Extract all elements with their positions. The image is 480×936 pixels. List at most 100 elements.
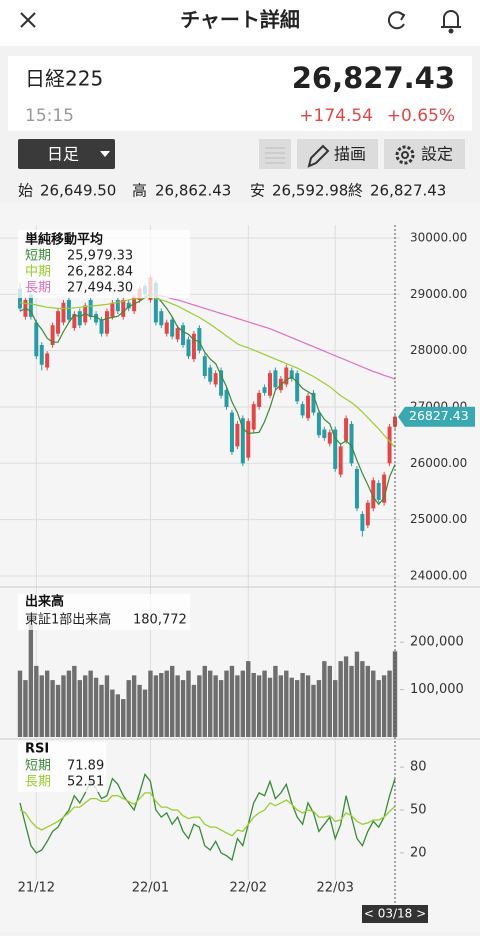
draw-button[interactable] (297, 139, 378, 169)
legend-value: 26,282.84 (67, 265, 133, 280)
volume-bar (376, 680, 381, 737)
settings-label: 設定 (421, 145, 453, 164)
volume-bar (50, 680, 55, 737)
candle-body (387, 426, 392, 464)
candle-body (338, 446, 343, 475)
volume-bar (110, 689, 115, 737)
period-button[interactable] (18, 139, 115, 169)
page-title: チャート詳細 (180, 8, 300, 32)
volume-bar (159, 672, 164, 737)
candle-body (99, 319, 104, 334)
refresh-button[interactable] (387, 11, 406, 30)
candle-body (39, 345, 44, 365)
price: 26,827.43 (292, 61, 455, 95)
y-tick-label: 100,000 (410, 682, 464, 697)
candle-body (273, 370, 278, 388)
price-tag-label: 26827.43 (409, 408, 469, 423)
y-tick-label: 20 (410, 845, 427, 860)
volume-bar (34, 665, 39, 737)
candle-body (257, 392, 262, 407)
volume-bar (39, 675, 44, 737)
candle-body (197, 328, 202, 351)
candle-body (66, 299, 71, 320)
settings-button[interactable] (384, 139, 465, 169)
candle-body (316, 412, 321, 436)
volume-bar (186, 670, 191, 737)
list-button[interactable] (259, 139, 291, 169)
volume-bar (371, 670, 376, 737)
volume-bar (137, 684, 142, 737)
moving-average-line (19, 292, 396, 506)
volume-bar (311, 684, 316, 737)
volume-bar (294, 680, 300, 737)
quote-card (8, 56, 472, 131)
candle-body (295, 373, 300, 402)
volume-bar (381, 675, 387, 737)
y-tick-label: 24000.00 (410, 568, 467, 582)
volume-bar (224, 670, 229, 737)
candle-body (175, 328, 180, 340)
volume-bar (23, 680, 28, 737)
legend-title: RSI (25, 742, 49, 757)
legend-value: 52.51 (67, 775, 104, 790)
candle-body (170, 319, 175, 337)
volume-bar (142, 689, 148, 737)
volume-bar (153, 675, 159, 737)
candle-body (56, 311, 61, 334)
candle-body (186, 339, 191, 357)
volume-bar (256, 675, 262, 737)
candle-body (333, 429, 338, 469)
draw-label: 描画 (334, 145, 366, 164)
candle-body (34, 322, 39, 357)
candle-body (235, 423, 240, 447)
y-tick-label: 25000.00 (410, 512, 467, 526)
candle-body (88, 299, 93, 317)
volume-bar (164, 670, 169, 737)
app-bar (0, 0, 480, 46)
legend-box (18, 594, 190, 630)
volume-bar (273, 665, 278, 737)
candle-body (240, 418, 245, 464)
candle-body (246, 421, 251, 458)
candle-body (382, 474, 387, 503)
period-label: 日足 (47, 145, 79, 164)
ohlc-value: 26,862.43 (155, 182, 231, 200)
volume-bar (229, 665, 235, 737)
legend-title: 出来高 (25, 594, 64, 610)
legend-value: 25,979.33 (67, 249, 133, 264)
volume-bar (169, 665, 175, 737)
ohlc-value: 26,649.50 (40, 182, 116, 200)
candle-body (104, 311, 109, 334)
candle-body (284, 367, 289, 385)
volume-bar (289, 677, 294, 737)
ohlc-label: 安 (250, 182, 265, 200)
volume-bar (175, 675, 180, 737)
volume-bar (327, 665, 332, 737)
legend-value: 71.89 (67, 759, 104, 774)
close-button[interactable] (20, 12, 36, 28)
volume-bar (104, 675, 110, 737)
y-tick-label: 26000.00 (410, 456, 467, 470)
candle-body (322, 429, 327, 438)
alert-button[interactable] (441, 10, 461, 34)
candle-body (202, 356, 207, 376)
candle-body (213, 373, 218, 385)
candle-body (262, 387, 267, 393)
candle-body (327, 432, 332, 444)
volume-bar (360, 661, 365, 737)
candle-body (289, 370, 294, 379)
candle-body (224, 390, 229, 407)
candle-body (126, 302, 131, 309)
y-tick-label: 28000.00 (410, 343, 467, 357)
y-tick-label: 50 (410, 803, 427, 818)
volume-bar (115, 694, 121, 737)
quote-time: 15:15 (25, 106, 74, 126)
candle-body (349, 423, 354, 464)
candle-body (115, 299, 120, 312)
moving-average-line (150, 293, 396, 380)
x-tick-label: 22/03 (316, 881, 353, 896)
candle-body (268, 373, 272, 396)
ohlc-label: 始 (18, 182, 33, 200)
candle-body (376, 483, 381, 500)
